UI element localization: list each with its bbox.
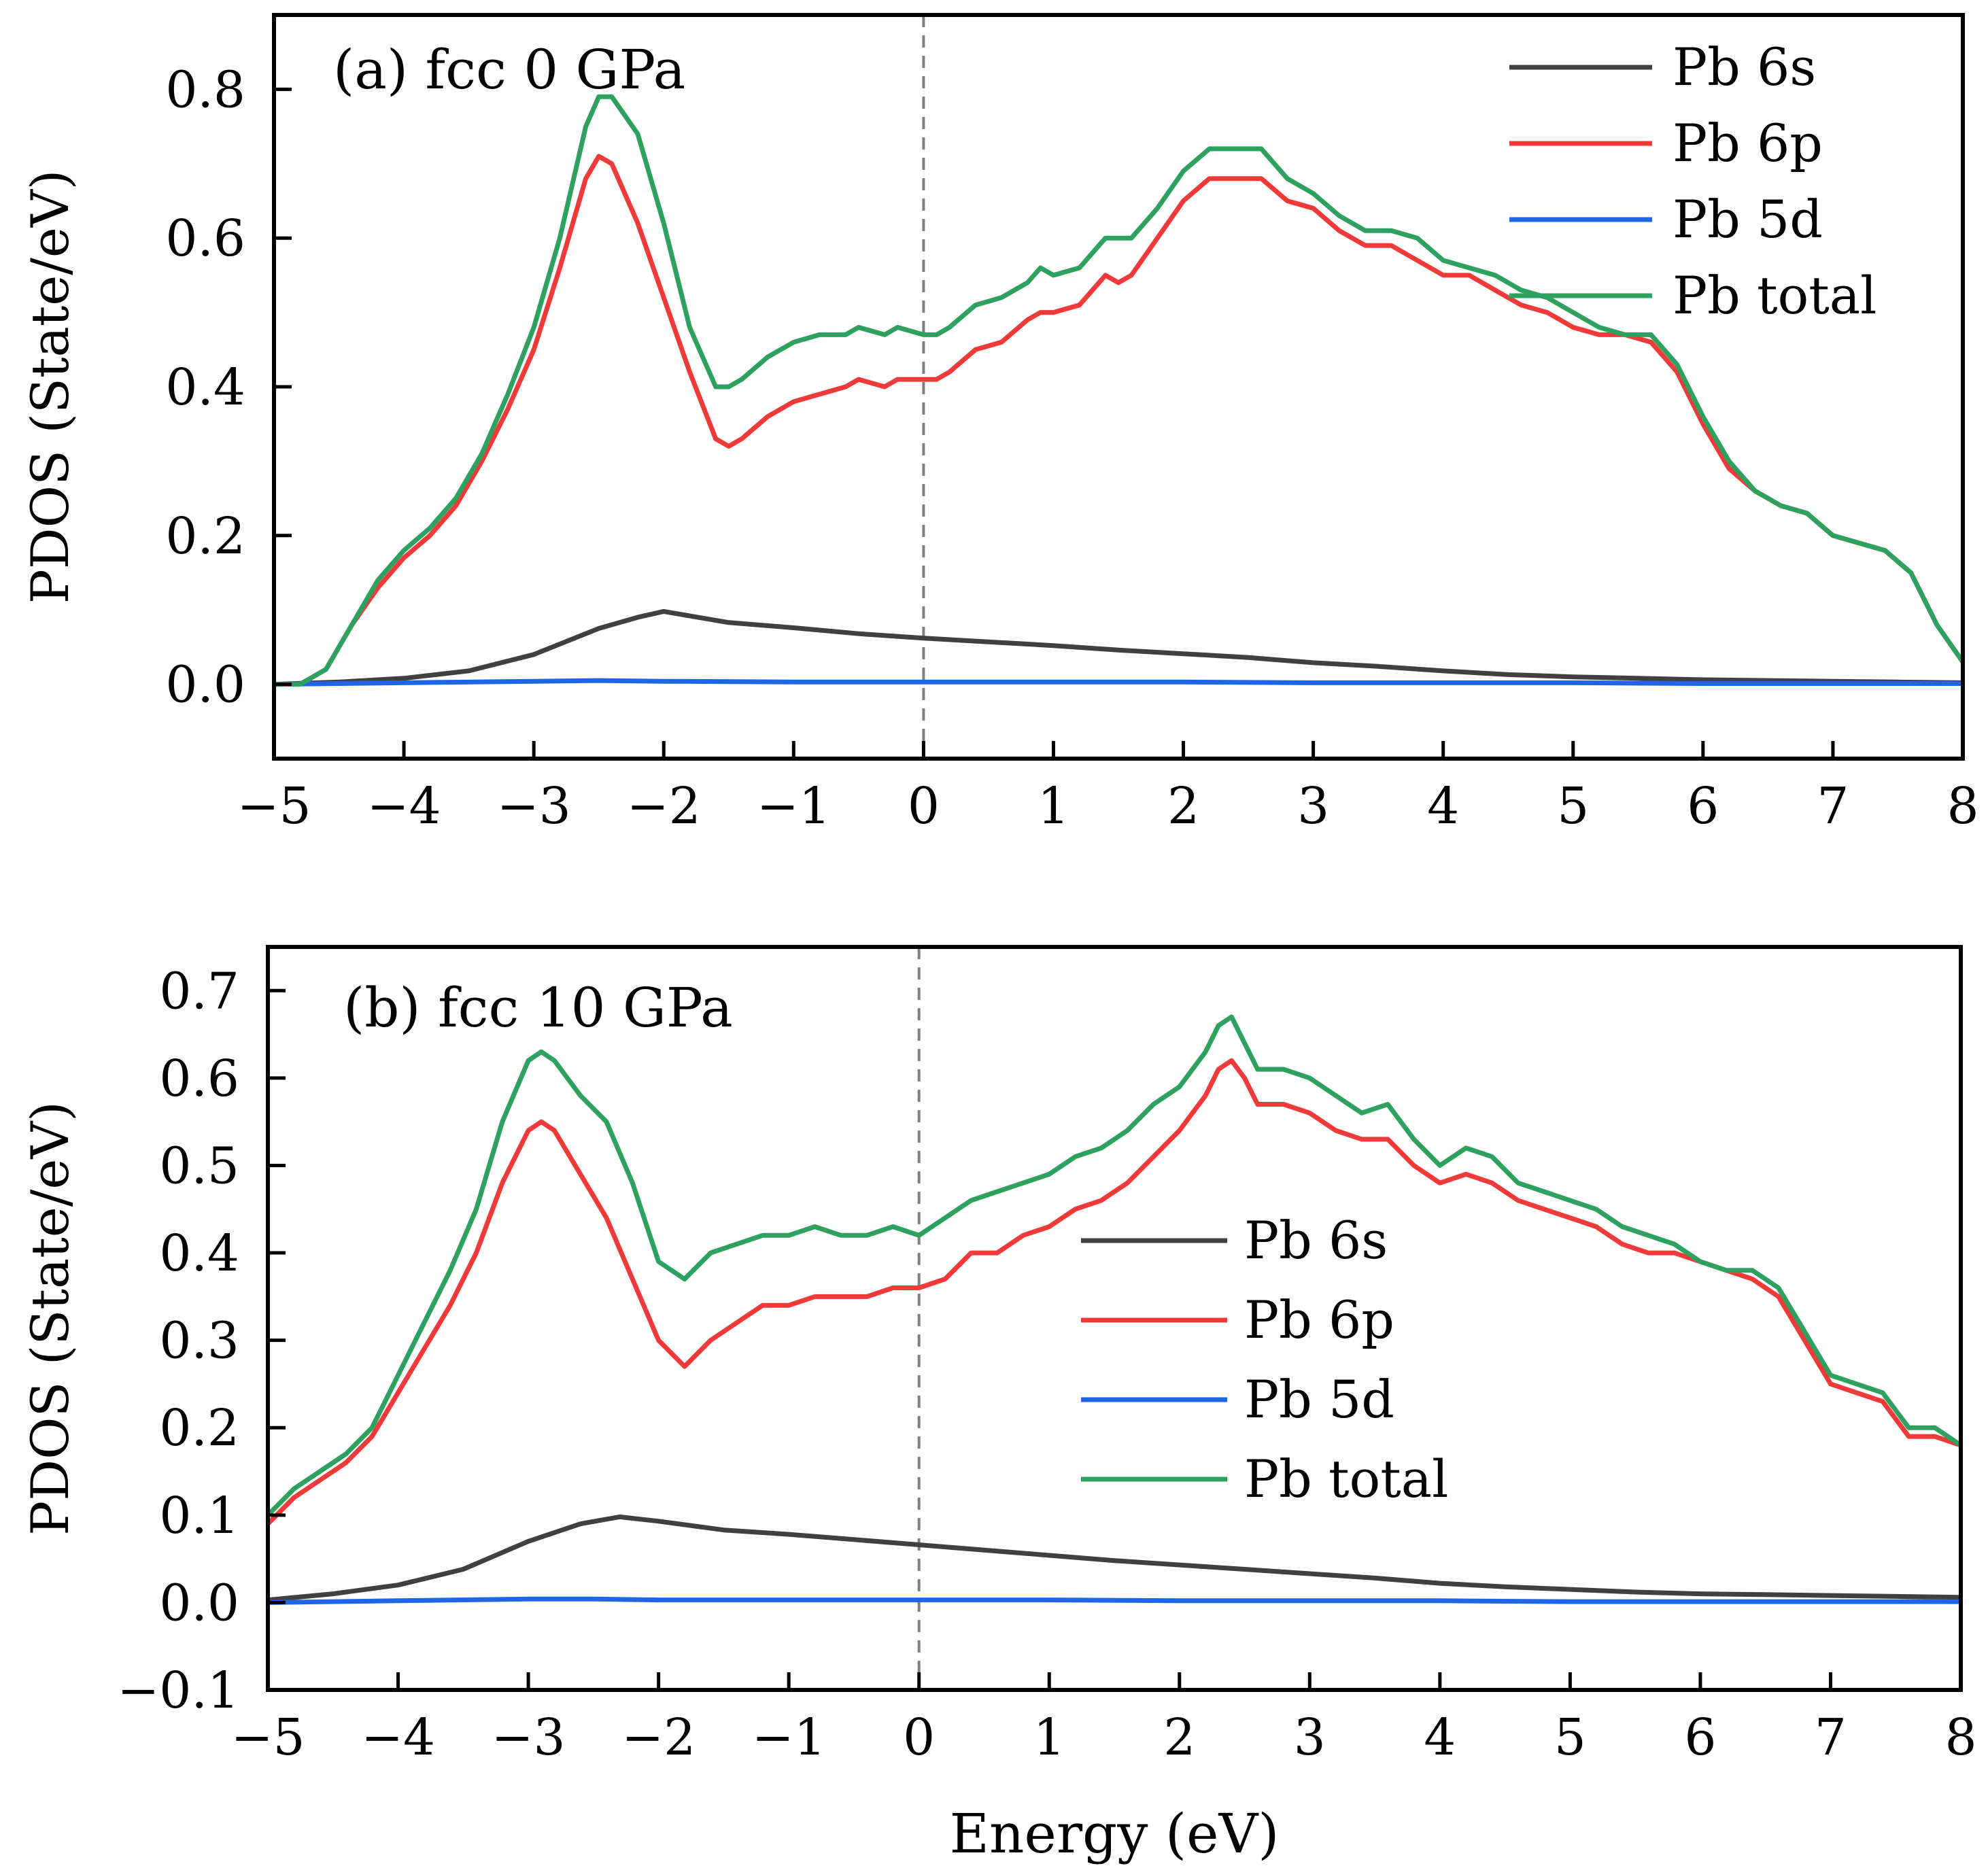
legend-label-pb-6s: Pb 6s	[1244, 1210, 1388, 1271]
x-tick-label: 2	[1163, 1708, 1195, 1767]
x-tick-label: 8	[1944, 1708, 1976, 1767]
x-tick-label: 0	[903, 1708, 935, 1767]
y-tick-label: 0.0	[165, 656, 245, 714]
legend-label-pb-6s: Pb 6s	[1673, 37, 1816, 97]
x-tick-label: 4	[1427, 777, 1459, 835]
y-tick-label: 0.2	[165, 507, 245, 566]
x-tick-label: −2	[621, 1708, 696, 1767]
x-tick-label: 2	[1167, 777, 1199, 835]
x-axis-label: Energy (eV)	[950, 1802, 1280, 1865]
legend-label-pb-6p: Pb 6p	[1244, 1290, 1394, 1350]
x-tick-label: −2	[627, 777, 701, 835]
x-tick-label: 7	[1817, 777, 1849, 835]
series-line-pb-total	[274, 94, 1963, 687]
x-tick-label: 5	[1557, 777, 1589, 835]
x-tick-label: 3	[1297, 777, 1329, 835]
legend-label-pb-total: Pb total	[1673, 265, 1876, 326]
y-tick-label: 0.4	[159, 1224, 239, 1283]
x-tick-label: 6	[1687, 777, 1719, 835]
x-tick-label: 0	[908, 777, 940, 835]
x-tick-label: 4	[1424, 1708, 1456, 1767]
y-tick-label: 0.6	[159, 1050, 239, 1108]
series-line-pb-5d	[274, 678, 1963, 687]
legend-label-pb-5d: Pb 5d	[1244, 1369, 1394, 1430]
y-tick-label: 0.0	[159, 1574, 239, 1632]
x-tick-label: 1	[1038, 777, 1069, 835]
x-tick-label: −3	[492, 1708, 566, 1767]
y-tick-label: 0.5	[159, 1137, 239, 1195]
y-tick-label: 0.1	[159, 1487, 239, 1545]
y-tick-label: 0.8	[165, 61, 245, 119]
y-tick-label: −0.1	[117, 1661, 239, 1720]
y-axis-label: PDOS (State/eV)	[20, 170, 80, 604]
x-tick-label: 5	[1554, 1708, 1586, 1767]
series-line-pb-6p	[268, 1058, 1961, 1527]
series-line-pb-total	[268, 1014, 1961, 1518]
series-line-pb-6s	[268, 1514, 1961, 1603]
panel-annotation: (b) fcc 10 GPa	[343, 976, 733, 1039]
y-tick-label: 0.2	[159, 1399, 239, 1457]
x-tick-label: −5	[230, 1708, 305, 1767]
panel-annotation: (a) fcc 0 GPa	[333, 38, 685, 101]
y-tick-label: 0.4	[165, 358, 245, 417]
x-tick-label: −4	[361, 1708, 435, 1767]
y-tick-label: 0.6	[165, 209, 245, 268]
y-tick-label: 0.3	[159, 1312, 239, 1370]
panel-b: −5 −4 −3 −2 −1 0 1 2 3 4 5 6 7 8 −0.1 0.0 0.1 0.2 0.3 0.4 0.…	[20, 945, 1977, 1865]
y-tick-label: 0.7	[159, 962, 239, 1020]
x-tick-label: −3	[497, 777, 571, 835]
x-tick-label: −1	[752, 1708, 826, 1767]
x-tick-label: 8	[1947, 777, 1978, 835]
legend-label-pb-6p: Pb 6p	[1673, 113, 1823, 173]
legend-label-pb-total: Pb total	[1244, 1449, 1448, 1509]
series-line-pb-5d	[268, 1596, 1961, 1605]
x-tick-label: −5	[237, 777, 311, 835]
panel-a: −5 −4 −3 −2 −1 0 1 2 3 4 5 6 7 8 0.0 0.2 0.4 0.6 0.8 PDOS (…	[20, 13, 1979, 835]
series-line-pb-6s	[274, 608, 1963, 687]
x-tick-label: −1	[757, 777, 831, 835]
x-tick-label: 6	[1684, 1708, 1716, 1767]
legend-label-pb-5d: Pb 5d	[1673, 189, 1823, 249]
x-tick-label: 1	[1033, 1708, 1065, 1767]
x-tick-label: −4	[367, 777, 441, 835]
x-tick-label: 3	[1294, 1708, 1326, 1767]
x-tick-label: 7	[1815, 1708, 1847, 1767]
axes-frame	[266, 945, 1963, 1692]
legend: Pb 6s Pb 6p Pb 5d Pb total	[1081, 1210, 1448, 1509]
series-line-pb-6p	[274, 154, 1963, 687]
y-axis-label: PDOS (State/eV)	[20, 1101, 80, 1536]
legend: Pb 6s Pb 6p Pb 5d Pb total	[1509, 37, 1876, 326]
